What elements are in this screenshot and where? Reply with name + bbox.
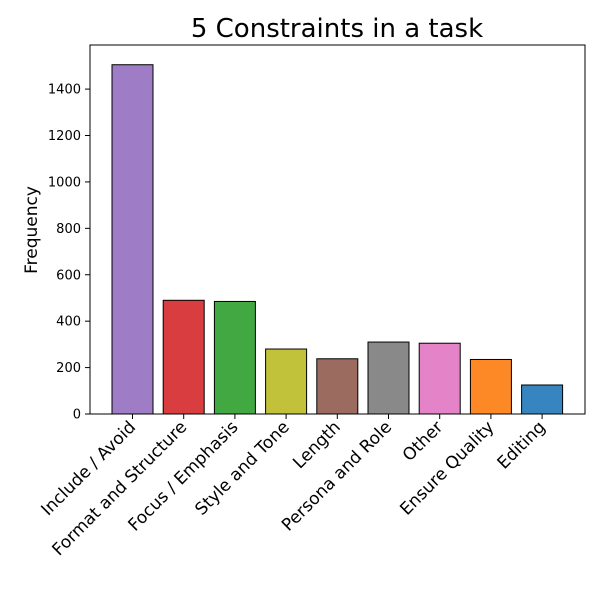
- y-tick-label: 800: [56, 222, 81, 237]
- y-tick-label: 600: [56, 268, 81, 283]
- x-tick-label: Other: [399, 417, 447, 465]
- y-tick-label: 1400: [48, 83, 81, 98]
- bar: [521, 384, 564, 415]
- bar: [213, 300, 256, 415]
- y-axis-label: Frequency: [22, 186, 42, 274]
- bar: [418, 342, 461, 415]
- bar: [316, 358, 359, 415]
- bar: [265, 348, 308, 415]
- x-tick-label: Ensure Quality: [396, 417, 498, 519]
- y-tick-label: 0: [73, 408, 81, 423]
- bar: [469, 358, 512, 415]
- plot-frame: [89, 44, 586, 415]
- bar: [367, 341, 410, 415]
- y-tick-label: 1000: [48, 175, 81, 190]
- x-tick-label: Editing: [494, 417, 550, 473]
- bar: [111, 64, 154, 415]
- chart-title: 5 Constraints in a task: [191, 14, 483, 44]
- bar: [162, 299, 205, 415]
- y-tick-label: 1200: [48, 129, 81, 144]
- y-tick-label: 400: [56, 315, 81, 330]
- x-tick-label: Style and Tone: [191, 417, 293, 519]
- y-tick-label: 200: [56, 361, 81, 376]
